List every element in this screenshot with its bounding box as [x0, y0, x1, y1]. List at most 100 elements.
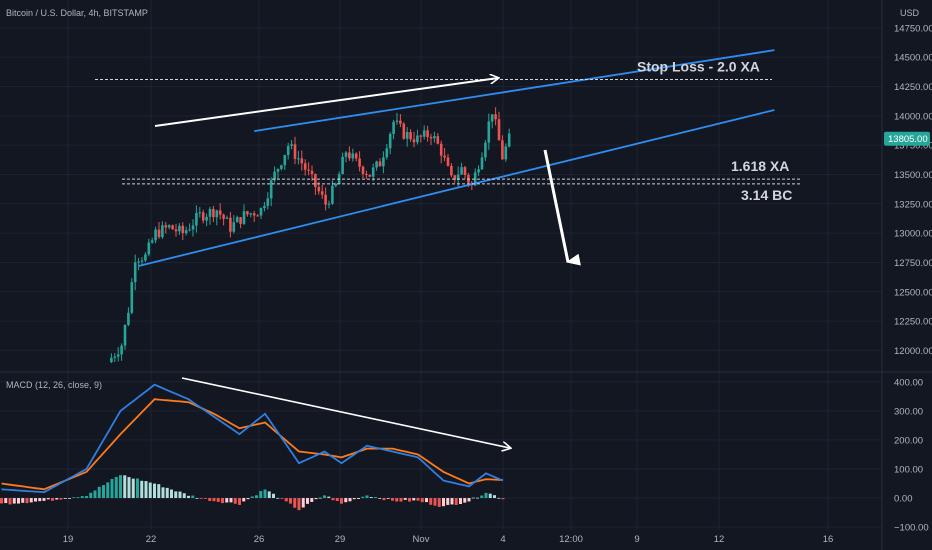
macd-histogram-bar	[310, 498, 314, 502]
macd-histogram-bar	[72, 497, 76, 499]
macd-histogram-bar	[420, 498, 424, 503]
macd-histogram-bar	[97, 486, 101, 499]
candle-body	[290, 144, 293, 146]
macd-histogram-bar	[114, 476, 118, 499]
candle-body	[205, 216, 208, 221]
macd-histogram-bar	[327, 496, 331, 499]
macd-histogram-bar	[21, 498, 25, 503]
macd-histogram-bar	[352, 498, 356, 500]
fib-314-label: 3.14 BC	[741, 187, 792, 203]
macd-histogram-bar	[195, 497, 199, 499]
price-tick-label: 13000.00	[894, 229, 932, 240]
macd-histogram-bar	[191, 495, 195, 499]
macd-histogram-bar	[446, 498, 450, 505]
candle-body	[283, 155, 287, 166]
candle-body	[385, 148, 389, 158]
candle-body	[388, 133, 392, 149]
macd-histogram-bar	[301, 498, 305, 508]
time-tick-label: Nov	[413, 534, 430, 545]
macd-lines	[1, 383, 504, 494]
candle-body	[218, 210, 222, 215]
candle-body	[375, 161, 378, 168]
candle-body	[439, 143, 443, 156]
candle-body	[324, 194, 327, 205]
candle-body	[235, 217, 239, 223]
macd-histogram-bar	[229, 498, 233, 503]
macd-histogram-bar	[174, 491, 178, 499]
candle-body	[188, 229, 191, 231]
macd-histogram-bar	[187, 495, 190, 499]
macd-histogram-bar	[144, 481, 148, 499]
symbol-title: Bitcoin / U.S. Dollar, 4h, BITSTAMP	[6, 8, 148, 18]
candle-body	[140, 260, 144, 262]
macd-histogram-bar	[471, 497, 475, 499]
candle-body	[422, 130, 426, 137]
candle-body	[477, 169, 480, 173]
candle-body	[181, 225, 185, 234]
currency-label[interactable]: USD	[900, 8, 920, 18]
candle-body	[307, 169, 310, 171]
macd-histogram-bar	[403, 498, 407, 500]
time-tick-label: 12	[714, 534, 725, 545]
price-tick-label: 14250.00	[894, 82, 932, 93]
candle-body	[249, 213, 253, 215]
candle-body	[208, 208, 212, 217]
candle-body	[127, 312, 130, 325]
last-price-label: 13805.00	[888, 134, 928, 145]
macd-histogram-bar	[433, 498, 437, 506]
candle-body	[378, 161, 382, 167]
time-tick-label: 16	[823, 534, 834, 545]
candle-body	[480, 157, 484, 170]
macd-histogram-bar	[369, 497, 373, 499]
candle-body	[453, 175, 457, 180]
macd-histogram-bar	[480, 495, 484, 499]
candle-body	[191, 225, 195, 230]
candle-body	[351, 153, 355, 159]
macd-histogram-bar	[429, 498, 433, 505]
macd-histogram-bar	[157, 484, 161, 499]
macd-histogram-bar	[165, 487, 169, 499]
candle-body	[446, 157, 450, 166]
candle-body	[116, 354, 120, 357]
candle-body	[405, 132, 409, 139]
candle-body	[487, 121, 491, 143]
macd-histogram-bar	[263, 489, 267, 499]
macd-histogram-bar	[4, 498, 8, 504]
candle-body	[314, 174, 317, 187]
candle-body	[463, 167, 467, 175]
macd-histogram-bar	[297, 498, 301, 511]
candle-body	[252, 213, 256, 216]
macd-histogram-bar	[225, 498, 229, 503]
price-tick-label: 13750.00	[894, 141, 932, 152]
candle-body	[123, 324, 127, 346]
time-tick-label: 19	[63, 534, 74, 545]
candlestick-series	[110, 107, 511, 364]
macd-histogram-bar	[425, 498, 428, 503]
candle-body	[229, 217, 232, 232]
uptrend-arrow	[154, 78, 498, 127]
candle-body	[348, 152, 351, 159]
candle-body	[490, 114, 494, 122]
candle-body	[259, 208, 263, 216]
candle-body	[269, 180, 273, 199]
candle-body	[429, 137, 433, 139]
time-tick-label: 4	[500, 534, 505, 545]
candle-body	[419, 135, 423, 137]
macd-histogram-bar	[238, 498, 241, 505]
macd-histogram-bar	[89, 492, 93, 499]
macd-histogram-bar	[140, 480, 144, 499]
macd-line	[1, 383, 504, 494]
time-tick-label: 9	[634, 534, 639, 545]
macd-histogram-bar	[178, 491, 182, 499]
candle-body	[365, 173, 368, 175]
macd-histogram-bar	[68, 498, 71, 499]
candle-body	[473, 172, 477, 186]
candle-body	[504, 146, 508, 160]
macd-histogram-bar	[386, 498, 390, 499]
time-tick-label: 29	[335, 534, 346, 545]
candle-body	[331, 185, 334, 204]
macd-histogram-bar	[29, 498, 33, 503]
macd-title: MACD (12, 26, close, 9)	[6, 380, 103, 390]
macd-histogram-bar	[63, 498, 67, 499]
macd-histogram-bar	[80, 496, 84, 499]
